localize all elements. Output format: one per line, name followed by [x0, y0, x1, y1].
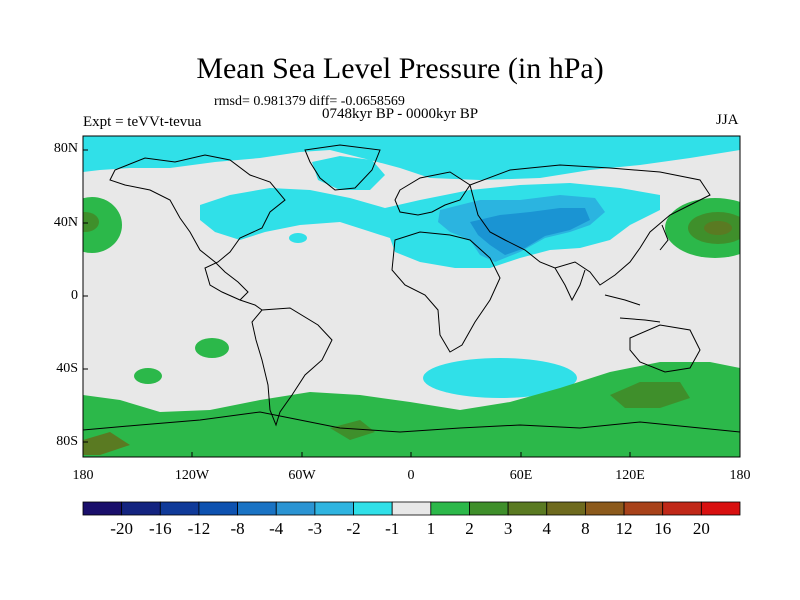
map-title: Mean Sea Level Pressure (in hPa) — [196, 52, 604, 85]
contour-npac-core-east — [704, 221, 732, 235]
colorbar-label: 16 — [654, 519, 672, 538]
colorbar-swatch — [314, 501, 354, 516]
colorbar-label: 8 — [581, 519, 590, 538]
lat-tick-0: 0 — [71, 288, 78, 303]
colorbar-label: 1 — [426, 519, 436, 538]
colorbar-label: -1 — [385, 519, 400, 538]
stats-text: rmsd= 0.981379 diff= -0.0658569 — [214, 94, 405, 109]
coastlines — [83, 144, 740, 433]
lat-tick-40n: 40N — [53, 215, 78, 230]
lat-tick-80n: 80N — [53, 141, 78, 156]
colorbar-label: -8 — [230, 519, 245, 538]
colorbar-swatch — [546, 501, 586, 516]
colorbar-label: 12 — [615, 519, 633, 538]
contour-npac-dark-west — [83, 212, 99, 232]
colorbar-swatch — [507, 501, 548, 516]
lon-tick-120e: 120E — [615, 468, 645, 483]
contour-arctic-cyan — [83, 136, 740, 180]
colorbar-label: 2 — [465, 519, 474, 538]
colorbar-swatch — [623, 501, 664, 516]
colorbar-swatch — [353, 501, 393, 516]
contour-southern-dark — [610, 382, 690, 408]
colorbar-label: -20 — [110, 519, 133, 538]
contour-npac-green-west — [83, 197, 122, 253]
colorbar-swatch — [275, 501, 316, 516]
contour-spac-green-1 — [195, 338, 229, 358]
experiment-label: Expt = teVVt-tevua — [83, 114, 202, 130]
lon-tick-120w: 120W — [174, 468, 210, 483]
colorbar-swatch — [391, 501, 432, 516]
colorbar-swatch — [662, 501, 702, 516]
colorbar-swatch — [469, 501, 509, 516]
season-label: JJA — [716, 112, 739, 128]
contour-asia-blue — [470, 208, 590, 255]
lon-tick-180w: 180 — [72, 468, 94, 483]
contour-spac-green-2 — [134, 368, 162, 384]
colorbar-label: 4 — [542, 519, 552, 538]
contour-antarctic-dark — [83, 432, 130, 455]
axis-ticks — [82, 149, 741, 457]
colorbar-label: -16 — [148, 519, 172, 538]
contour-south-cyan — [423, 358, 577, 398]
lon-tick-0: 0 — [407, 468, 415, 483]
colorbar-swatch — [237, 501, 277, 516]
colorbar — [82, 501, 741, 516]
contour-southern-green — [83, 362, 740, 457]
lon-tick-180e: 180 — [729, 468, 751, 483]
colorbar-swatch — [121, 501, 161, 516]
contour-atl-cyan-small — [289, 233, 307, 243]
colorbar-label: -2 — [346, 519, 361, 538]
contour-antarctic-dark2 — [330, 420, 375, 440]
contour-greenland-cyan — [312, 156, 385, 190]
colorbar-label: 20 — [692, 519, 710, 538]
lon-tick-60e: 60E — [509, 468, 533, 483]
colorbar-label: 3 — [503, 519, 513, 538]
colorbar-swatch — [700, 501, 741, 516]
colorbar-swatch — [82, 501, 123, 516]
map-field — [83, 136, 740, 457]
period-text: 0748kyr BP - 0000kyr BP — [322, 106, 479, 122]
lon-tick-60w: 60W — [288, 468, 316, 483]
colorbar-swatch — [198, 501, 238, 516]
lat-tick-40s: 40S — [56, 361, 78, 376]
lat-tick-80s: 80S — [56, 434, 78, 449]
colorbar-swatch — [430, 501, 470, 516]
colorbar-label: -3 — [307, 519, 322, 538]
colorbar-label: -12 — [187, 519, 211, 538]
colorbar-label: -4 — [269, 519, 284, 538]
colorbar-swatch — [585, 501, 625, 516]
colorbar-swatch — [159, 501, 200, 516]
